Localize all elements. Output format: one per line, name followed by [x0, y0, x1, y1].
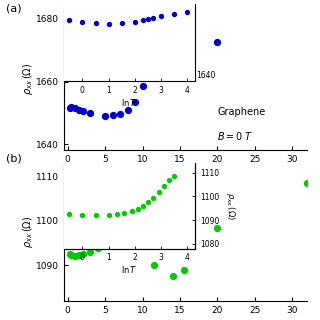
Point: [103, 243, 108, 248]
Text: (a): (a): [6, 3, 22, 13]
Point: [103, 113, 108, 118]
Point: [95, 246, 100, 251]
Point: [88, 249, 93, 254]
Point: [76, 107, 82, 112]
X-axis label: $T\,(\mathrm{K})$: $T\,(\mathrm{K})$: [173, 167, 198, 180]
Point: [305, 180, 310, 186]
Point: [125, 107, 130, 112]
Text: $B = 0$ T: $B = 0$ T: [217, 130, 254, 142]
Point: [132, 216, 138, 221]
Point: [155, 62, 160, 67]
Point: [185, 46, 190, 51]
Y-axis label: $\rho_{xx}\,(\Omega)$: $\rho_{xx}\,(\Omega)$: [21, 62, 35, 95]
Point: [117, 112, 123, 117]
Point: [140, 205, 145, 210]
Point: [132, 99, 138, 104]
Point: [73, 106, 78, 111]
Point: [69, 252, 74, 258]
Point: [125, 225, 130, 230]
Point: [80, 109, 85, 114]
Point: [181, 267, 186, 272]
Point: [68, 252, 73, 257]
Point: [88, 111, 93, 116]
Point: [151, 263, 156, 268]
Point: [140, 84, 145, 89]
Point: [117, 233, 123, 238]
Point: [76, 252, 82, 258]
Point: [170, 274, 175, 279]
Text: (b): (b): [6, 154, 22, 164]
Text: Graphene: Graphene: [217, 107, 266, 117]
Point: [68, 106, 73, 111]
Y-axis label: $\rho_{xx}\,(\Omega)$: $\rho_{xx}\,(\Omega)$: [21, 216, 35, 248]
Y-axis label: $\rho_{xx}\,(\Omega)$: $\rho_{xx}\,(\Omega)$: [224, 192, 237, 220]
Point: [215, 40, 220, 45]
Point: [69, 105, 74, 110]
Point: [110, 113, 115, 118]
Point: [80, 252, 85, 257]
Point: [73, 253, 78, 258]
Point: [110, 238, 115, 244]
Point: [215, 225, 220, 230]
